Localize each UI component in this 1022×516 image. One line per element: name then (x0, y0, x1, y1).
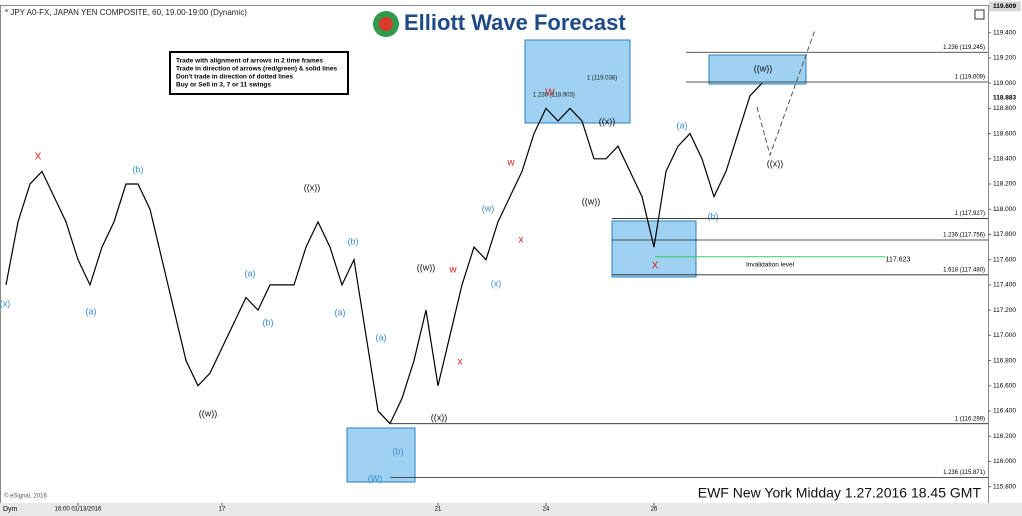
wave-label: ((x)) (767, 158, 784, 168)
target-zone (346, 427, 416, 483)
copyright: © eSignal, 2016 (4, 493, 47, 500)
target-zone (524, 39, 631, 124)
wave-label: X (35, 152, 42, 163)
wave-label: (b) (708, 211, 719, 221)
wave-label: ((x)) (599, 116, 616, 126)
wave-label: (a) (677, 120, 688, 130)
y-tick-label: 119.200 (993, 55, 1016, 62)
mode: Dym (3, 506, 18, 513)
wave-label: (a) (86, 306, 97, 316)
y-tick-label: 117.400 (993, 282, 1016, 289)
logo: Elliott Wave Forecast (404, 10, 626, 35)
wave-label: ((w)) (417, 262, 436, 272)
wave-label: ((w)) (754, 63, 773, 73)
price-marker-label: 118.883 (993, 95, 1017, 102)
price-line (5, 82, 763, 425)
info-line: Don't trade in direction of dotted lines (176, 74, 293, 81)
wave-label: X (652, 261, 659, 272)
info-line: Trade in direction of arrows (red/green)… (176, 66, 337, 73)
time-axis (0, 503, 1022, 516)
x-tick-label: 17 (219, 507, 226, 513)
y-tick-label: 116.800 (993, 357, 1016, 364)
price-marker (989, 92, 1021, 103)
wave-label: W (545, 88, 555, 99)
info-line: Buy or Sell in 3, 7 or 11 swings (176, 82, 271, 89)
price-marker (989, 1, 1021, 12)
y-tick-label: 118.200 (993, 181, 1016, 188)
wave-label: ((x)) (304, 182, 321, 192)
y-tick-label: 116.200 (993, 433, 1016, 440)
projection (756, 29, 816, 157)
wave-label: (b) (263, 317, 274, 327)
y-tick-label: 116.000 (993, 458, 1016, 465)
target-zone (708, 54, 807, 85)
y-tick-label: 116.600 (993, 382, 1016, 389)
fib-note: 1.236 (118.903) (533, 93, 575, 99)
wave-label: ((w)) (199, 408, 218, 418)
y-tick-label: 118.600 (993, 130, 1016, 137)
caption: EWF New York Midday 1.27.2016 18.45 GMT (698, 485, 982, 501)
x-tick-label: 21 (435, 507, 442, 513)
y-tick-label: 119.400 (993, 29, 1016, 36)
annotations: X (b) (a) (x) ((x)) ((w)) (a) (b) (b) (a… (0, 63, 783, 483)
symbol: * JPY A0-FX, JAPAN YEN COMPOSITE, 60, 19… (5, 8, 247, 17)
fib-label: 1 (119.009) (955, 75, 985, 81)
wave-label: (a) (376, 332, 387, 342)
wave-label: x (519, 235, 524, 246)
y-tick-label: 115.800 (993, 483, 1016, 490)
x-tick-label: 16:00 01/13/2016 (55, 507, 102, 513)
wave-label: (w) (482, 203, 495, 213)
wave-label: (b) (348, 236, 359, 246)
y-tick-label: 117.200 (993, 307, 1016, 314)
x-tick-label: 24 (543, 507, 550, 513)
window-button[interactable] (974, 9, 985, 20)
fib-label: 1.618 (117.480) (943, 267, 985, 273)
y-tick-label: 116.400 (993, 408, 1016, 415)
wave-label: w (448, 265, 457, 276)
wave-label: ((w)) (582, 196, 601, 206)
y-tick-label: 117.800 (993, 231, 1016, 238)
y-tick-label: 118.400 (993, 156, 1016, 163)
x-tick-label: 26 (651, 507, 658, 513)
wave-label: (a) (335, 307, 346, 317)
invalidation-value: 117.623 (886, 257, 911, 264)
info-line: Trade with alignment of arrows in 2 time… (176, 58, 323, 65)
wave-label: w (506, 158, 515, 169)
wave-label: (W) (368, 473, 383, 483)
invalidation-text: Invalidation level (746, 261, 795, 268)
fib-label: 1.236 (115.871) (943, 470, 985, 476)
y-tick-label: 118.000 (993, 206, 1016, 213)
wave-label: ((x)) (431, 412, 448, 422)
fib-label: 1 (116.299) (955, 416, 985, 422)
fib-label: 1.236 (117.756) (943, 233, 985, 239)
logo-icon (379, 17, 393, 31)
y-tick-label: 119.000 (993, 80, 1016, 87)
wave-label: (b) (393, 446, 404, 456)
fib-label: 1 (117.927) (955, 211, 985, 217)
wave-label: (b) (133, 164, 144, 174)
y-tick-label: 117.600 (993, 256, 1016, 263)
info-box (169, 51, 349, 95)
y-tick-label: 117.000 (993, 332, 1016, 339)
wave-label: (x) (0, 298, 10, 308)
y-tick-label: 118.800 (993, 105, 1016, 112)
fib-label: 1.236 (119.245) (943, 45, 985, 51)
wave-label: x (458, 357, 463, 368)
target-zone (611, 220, 697, 278)
fib-note: 1 (119.038) (587, 76, 617, 82)
price-marker-label: 119.609 (993, 3, 1017, 10)
wave-label: (x) (491, 278, 502, 288)
wave-label: (a) (245, 268, 256, 278)
